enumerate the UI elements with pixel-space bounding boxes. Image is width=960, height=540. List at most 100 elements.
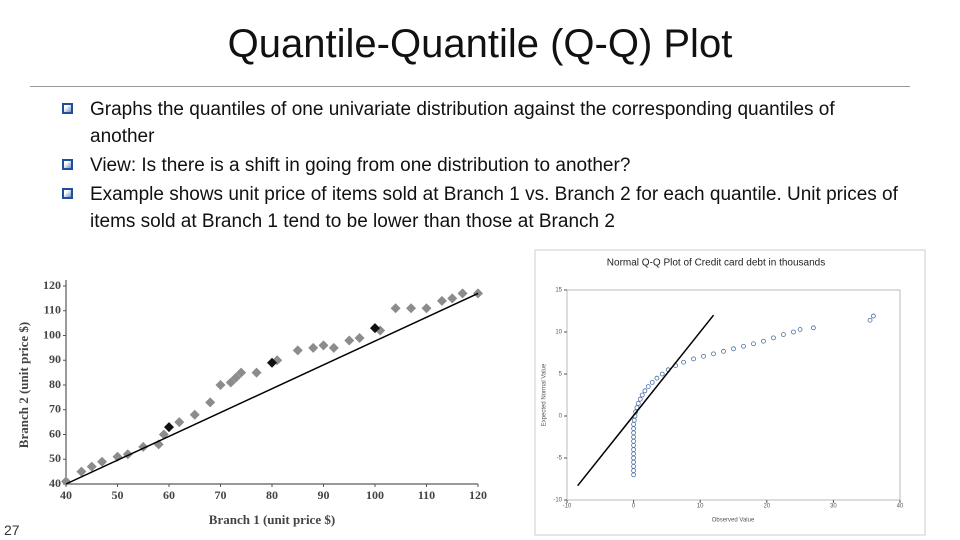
point [731, 346, 736, 352]
x-tick-label: 30 [830, 504, 837, 510]
point [701, 353, 706, 359]
point [791, 329, 796, 335]
x-tick-label: 10 [697, 504, 704, 510]
plot-frame [566, 289, 901, 501]
point [370, 323, 380, 334]
x-tick-label: -10 [563, 504, 572, 510]
point [164, 422, 174, 433]
x-tick-label: 110 [418, 488, 435, 502]
y-tick-label: 50 [49, 451, 61, 465]
y-tick-label: 80 [49, 377, 61, 391]
point [318, 340, 329, 351]
point [635, 400, 641, 406]
title-rule [30, 86, 910, 87]
point [308, 342, 319, 353]
y-axis-label: Expected Normal Value [542, 363, 548, 426]
point [61, 476, 71, 487]
y-tick-label: -5 [557, 456, 563, 462]
point [811, 325, 816, 331]
y-tick-label: 10 [555, 330, 562, 336]
point [649, 379, 655, 385]
bullet-text: Example shows unit price of items sold a… [90, 184, 898, 232]
point [639, 392, 645, 398]
point [867, 317, 873, 323]
point [771, 335, 776, 341]
point [189, 409, 200, 420]
y-tick-label: 100 [43, 327, 61, 341]
bullet-text: Graphs the quantiles of one univariate d… [90, 99, 835, 147]
x-axis-label: Branch 1 (unit price $) [209, 512, 335, 527]
point [292, 345, 303, 356]
point [741, 343, 746, 349]
point [436, 295, 447, 306]
point [870, 313, 876, 319]
point [354, 332, 365, 343]
point [654, 375, 660, 381]
chart-frame [534, 249, 926, 536]
x-tick-label: 100 [366, 488, 384, 502]
point [174, 417, 185, 428]
chart-title: Normal Q-Q Plot of Credit card debt in t… [607, 258, 825, 269]
point [447, 293, 458, 304]
point [634, 405, 640, 411]
point [344, 335, 355, 346]
point [642, 388, 648, 394]
point [251, 367, 262, 378]
point [76, 466, 87, 477]
reference-line [577, 314, 715, 487]
point [406, 303, 417, 314]
y-tick-label: 70 [49, 402, 61, 416]
x-tick-label: 20 [763, 504, 770, 510]
y-tick-label: 5 [559, 372, 563, 378]
point [637, 396, 643, 402]
x-axis-label: Observed Value [712, 518, 755, 524]
x-tick-label: 70 [215, 488, 227, 502]
y-tick-label: 15 [555, 288, 562, 294]
point [236, 367, 247, 378]
point [97, 456, 108, 467]
bullet: Graphs the quantiles of one univariate d… [62, 96, 902, 150]
y-tick-label: 90 [49, 352, 61, 366]
point [721, 348, 726, 354]
bullet: Example shows unit price of items sold a… [62, 181, 902, 235]
point [205, 397, 216, 408]
point [761, 338, 766, 344]
point [781, 332, 786, 337]
x-tick-label: 40 [897, 504, 904, 510]
y-tick-label: 40 [49, 476, 61, 490]
point [230, 372, 241, 383]
y-tick-label: 110 [44, 303, 61, 317]
point [215, 380, 226, 390]
bullet-text: View: Is there is a shift in going from … [90, 155, 631, 176]
y-tick-label: 0 [559, 414, 563, 420]
reference-line [65, 292, 479, 485]
x-tick-label: 60 [163, 488, 175, 502]
x-tick-label: 80 [266, 488, 278, 502]
point [645, 384, 651, 390]
point [225, 377, 236, 388]
slide-title: Quantile-Quantile (Q-Q) Plot [227, 22, 733, 66]
point [711, 351, 716, 357]
page-number: 27 [4, 522, 20, 538]
y-tick-label: 60 [49, 426, 61, 440]
point [751, 341, 756, 347]
x-tick-label: 120 [469, 488, 487, 502]
x-tick-label: 0 [632, 504, 636, 510]
point [691, 356, 696, 362]
point [659, 371, 665, 377]
y-tick-label: 120 [43, 278, 61, 292]
y-tick-label: -10 [553, 498, 562, 504]
x-tick-label: 90 [318, 488, 330, 502]
point [390, 303, 401, 314]
point [86, 461, 97, 472]
point [797, 327, 803, 332]
x-tick-label: 50 [112, 488, 124, 502]
y-axis-label: Branch 2 (unit price $) [16, 322, 31, 448]
point [421, 303, 432, 314]
point [328, 342, 339, 353]
point [457, 288, 468, 299]
x-tick-label: 40 [60, 488, 72, 502]
bullet-list: Graphs the quantiles of one univariate d… [62, 96, 902, 237]
